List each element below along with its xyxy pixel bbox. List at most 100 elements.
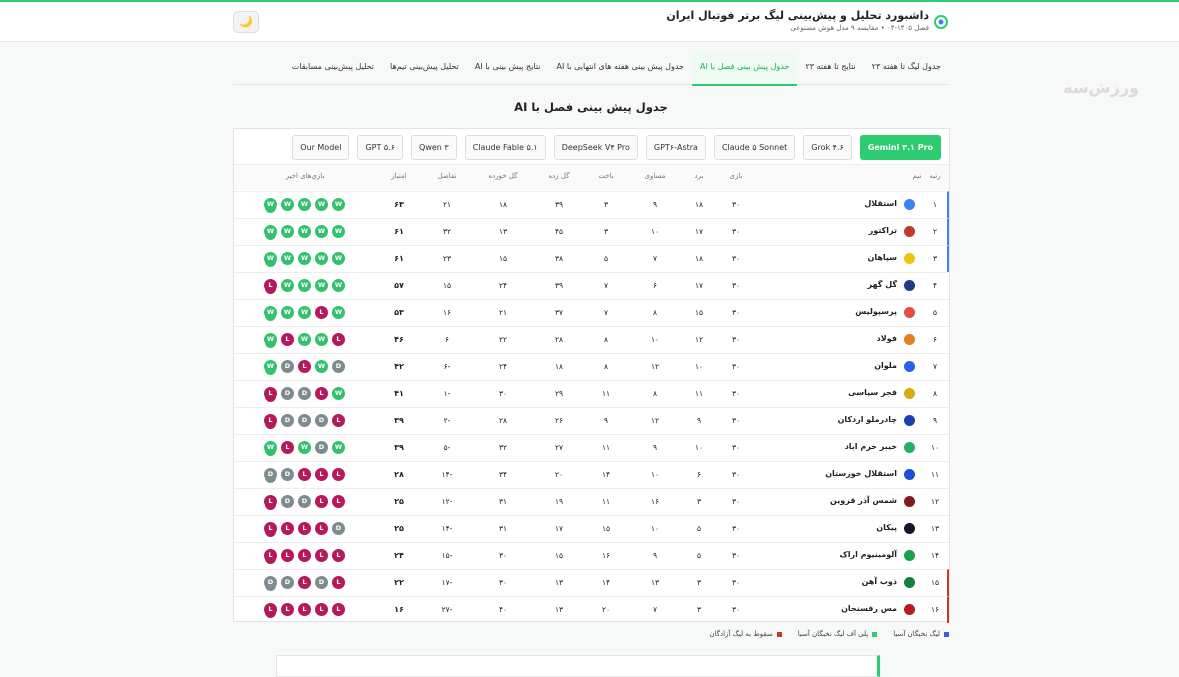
logo (934, 15, 948, 29)
form-badge: W (281, 306, 294, 319)
team-logo (904, 199, 915, 210)
table-cell: ۶ (932, 335, 938, 344)
form-badge: W (281, 225, 294, 238)
table-cell: ۲۵ (394, 497, 404, 506)
table-cell: ۳۰ (731, 524, 741, 533)
form-badge: L (332, 333, 345, 346)
team-name: فجر سپاسی (848, 388, 897, 397)
legend-label: پلی آف لیگ نخبگان آسیا (797, 630, 869, 638)
table-cell: ۸ (932, 389, 938, 398)
table-cell: ۹ (932, 416, 938, 425)
legend-label: لیگ نخبگان آسیا (893, 630, 940, 638)
form-badge: W (298, 333, 311, 346)
nav-tab[interactable]: تحلیل پیش‌بینی مسابقات (291, 62, 375, 71)
form-badge: D (281, 387, 294, 400)
legend-label: سقوط به لیگ آزادگان (709, 630, 773, 638)
nav-tab[interactable]: تحلیل پیش‌بینی تیم‌ها (390, 62, 459, 71)
model-button[interactable]: Claude ۵ Sonnet (713, 135, 796, 160)
table-card: Gemini ۳.۱ Pro Grok ۴.۶ Claude ۵ Sonnet GPT… (233, 128, 950, 623)
table-row (234, 407, 949, 434)
model-button[interactable]: Grok ۴.۶ (803, 135, 852, 160)
team-name: آلومینیوم اراک (839, 550, 897, 559)
table-cell: ۳ (696, 497, 702, 506)
table-cell: ۷ (652, 605, 658, 614)
model-button[interactable]: Gemini ۳.۱ Pro (859, 135, 941, 160)
table-cell: ۱۱ (601, 389, 611, 398)
team-logo (904, 253, 915, 264)
table-cell: ۱۲ (694, 335, 704, 344)
form-badge: D (281, 495, 294, 508)
table-row (234, 380, 949, 407)
nav-tab[interactable]: جدول لیگ تا هفته ۲۳ (871, 62, 941, 71)
form-badge: L (264, 522, 277, 535)
table-cell: ۱۷ (694, 281, 704, 290)
tab-bar: جدول لیگ تا هفته ۲۳ نتایج تا هفته ۲۳ جدول … (233, 52, 949, 86)
table-cell: ۱۷ (554, 524, 564, 533)
table-cell: ۱۰ (694, 443, 704, 452)
table-cell: -۱۷ (441, 578, 453, 587)
table-cell: ۳ (603, 200, 609, 209)
table-cell: ۳۲ (498, 443, 508, 452)
legend-swatch (872, 631, 878, 637)
form-badge: L (281, 603, 294, 616)
nav-tab[interactable]: نتایج پیش بینی با AI (474, 62, 541, 71)
column-header: بازی‌های اخیر (285, 172, 325, 180)
table-cell: ۱۳ (650, 578, 660, 587)
form-badge: W (315, 360, 328, 373)
form-badge: W (315, 252, 328, 265)
note-box (276, 655, 880, 677)
form-badge: W (298, 279, 311, 292)
form-badge: L (315, 306, 328, 319)
form-badge: D (315, 441, 328, 454)
model-button[interactable]: Our Model (292, 135, 350, 160)
model-button[interactable]: GPT۶-Astra (645, 135, 706, 160)
table-cell: ۱۹ (554, 497, 564, 506)
legend: لیگ نخبگان آسیا پلی آف لیگ نخبگان آسیا سقو… (709, 630, 949, 638)
table-cell: ۴ (932, 281, 938, 290)
form-badge: L (298, 522, 311, 535)
form-badge: W (264, 360, 277, 373)
table-cell: ۱۵ (498, 254, 508, 263)
column-header: گل خورده (488, 172, 518, 180)
section-title: جدول پیش بینی فصل با AI (514, 100, 668, 114)
table-cell: ۱۶ (394, 605, 404, 614)
nav-tab[interactable]: جدول پیش بینی هفته های انتهایی با AI (556, 62, 684, 71)
form-badge: W (298, 441, 311, 454)
form-badge: L (264, 495, 277, 508)
table-cell: ۲۱ (498, 308, 508, 317)
column-header: مساوی (644, 172, 666, 180)
table-cell: ۳ (696, 578, 702, 587)
legend-item: پلی آف لیگ نخبگان آسیا (798, 630, 878, 638)
table-cell: ۵ (932, 308, 938, 317)
nav-tab[interactable]: نتایج تا هفته ۲۳ (805, 62, 856, 71)
team-name: ذوب آهن (861, 577, 897, 586)
table-cell: ۶ (652, 281, 658, 290)
form-badge: D (298, 387, 311, 400)
table-cell: ۴۰ (498, 605, 508, 614)
table-cell: ۶۱ (394, 254, 404, 263)
form-badge: L (264, 549, 277, 562)
form-badge: L (298, 549, 311, 562)
legend-item: سقوط به لیگ آزادگان (709, 630, 782, 638)
model-button[interactable]: Qwen ۳ (411, 135, 457, 160)
form-badge: D (264, 468, 277, 481)
table-cell: ۱۶ (442, 308, 452, 317)
table-cell: ۱۸ (498, 200, 508, 209)
form-badge: W (281, 279, 294, 292)
table-cell: ۴۱ (394, 389, 404, 398)
model-button[interactable]: Claude Fable ۵.۱ (464, 135, 546, 160)
form-badge: L (332, 549, 345, 562)
form-badge: W (281, 198, 294, 211)
nav-tab[interactable]: جدول پیش بینی فصل با AI (692, 52, 798, 86)
table-cell: ۵۷ (394, 281, 404, 290)
model-button[interactable]: GPT ۵.۶ (357, 135, 404, 160)
team-logo (904, 550, 915, 561)
table-cell: ۱۸ (694, 200, 704, 209)
theme-toggle[interactable]: 🌙 (233, 11, 259, 33)
form-badge: D (298, 414, 311, 427)
form-badge: W (315, 333, 328, 346)
table-cell: ۷ (652, 254, 658, 263)
table-cell: -۱ (443, 389, 451, 398)
model-button[interactable]: DeepSeek V۴ Pro (553, 135, 638, 160)
